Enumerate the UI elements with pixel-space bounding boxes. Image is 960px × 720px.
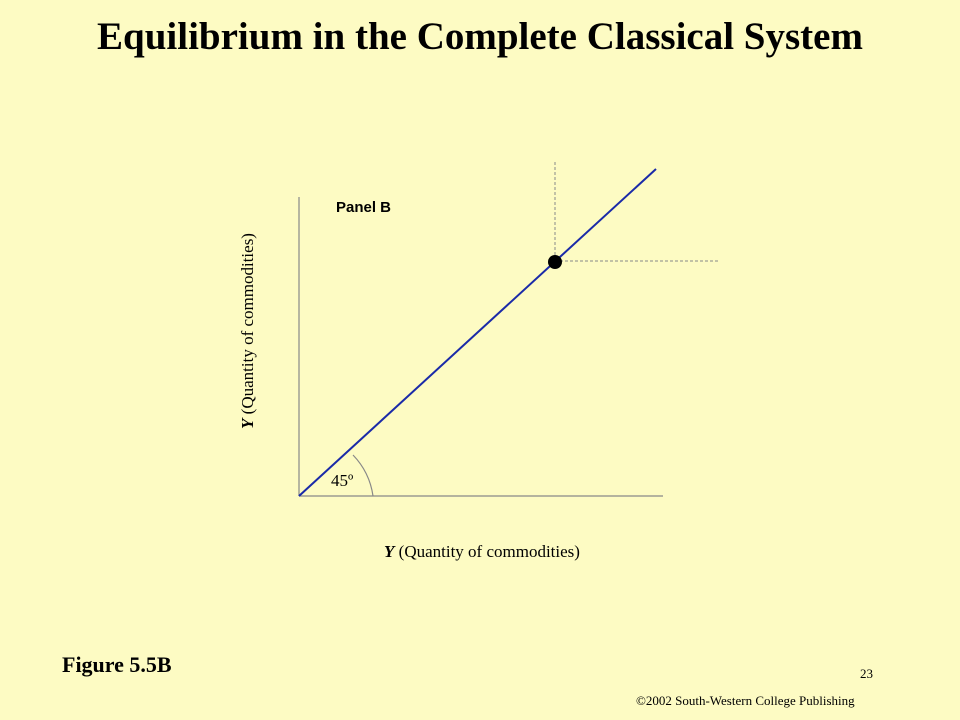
panel-label: Panel B bbox=[336, 199, 391, 216]
slide-number: 23 bbox=[860, 666, 873, 681]
y-axis-label: Y (Quantity of commodities) bbox=[238, 233, 257, 429]
angle-arc bbox=[352, 454, 374, 497]
copyright-notice: ©2002 South-Western College Publishing bbox=[636, 693, 855, 708]
angle-label: 45º bbox=[331, 471, 353, 490]
forty-five-degree-line bbox=[298, 168, 657, 497]
figure-label: Figure 5.5B bbox=[62, 652, 172, 677]
y-axis-description: (Quantity of commodities) bbox=[238, 233, 257, 419]
y-axis-variable: Y bbox=[238, 417, 257, 429]
x-axis-label: Y (Quantity of commodities) bbox=[384, 542, 580, 561]
slide-title: Equilibrium in the Complete Classical Sy… bbox=[97, 15, 863, 58]
x-axis-description: (Quantity of commodities) bbox=[394, 542, 580, 561]
x-axis-variable: Y bbox=[384, 542, 396, 561]
equilibrium-point bbox=[548, 255, 562, 269]
